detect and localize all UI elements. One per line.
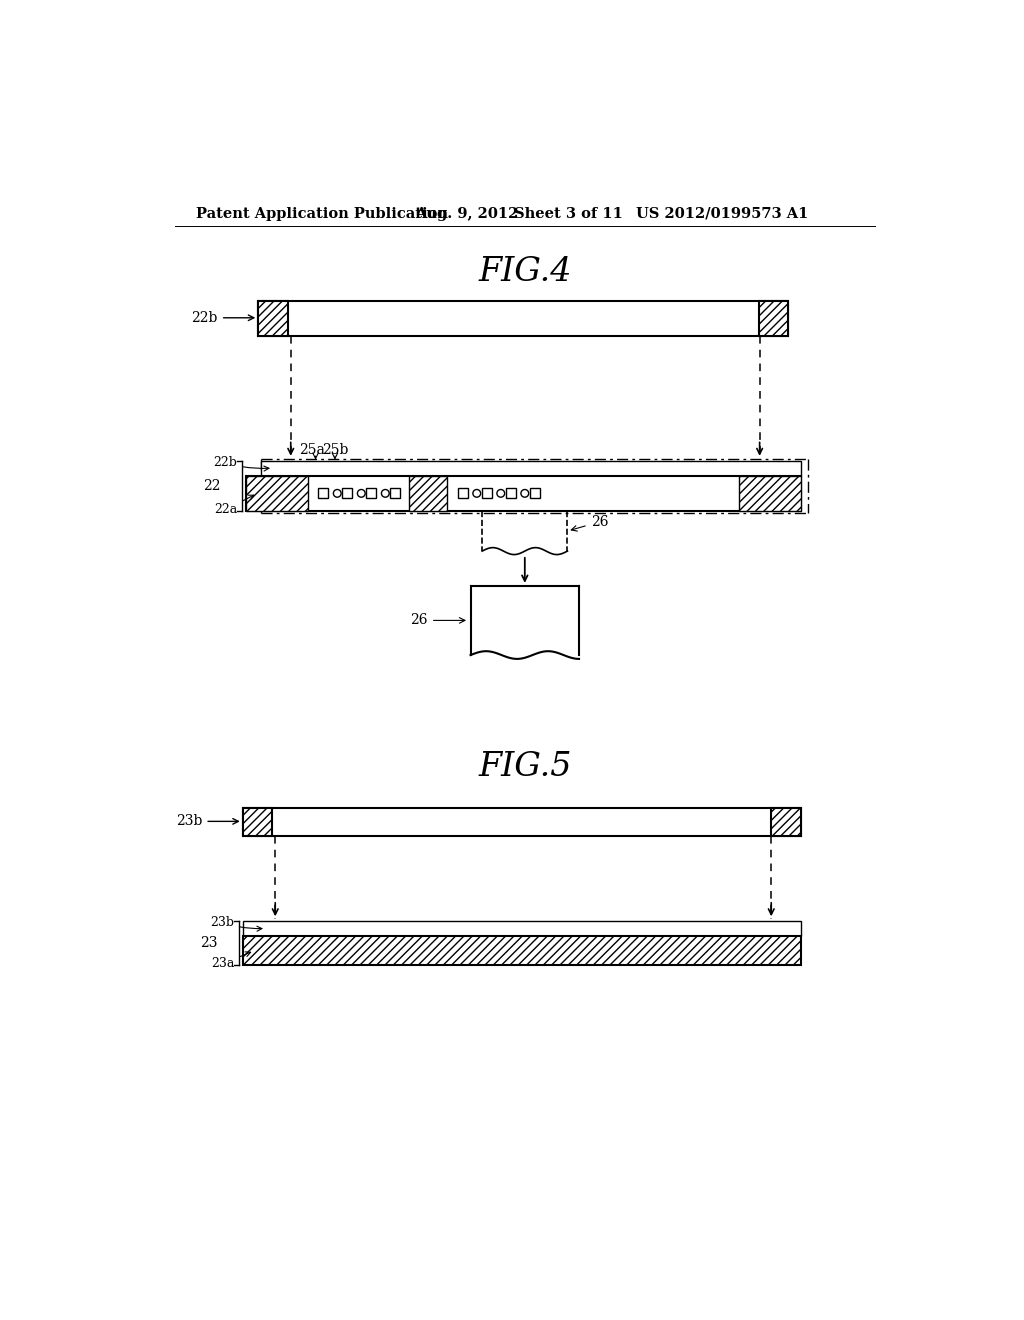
Polygon shape [258,301,288,335]
Bar [261,461,801,475]
Text: 23a: 23a [211,952,251,970]
Text: Sheet 3 of 11: Sheet 3 of 11 [514,207,623,220]
Text: 22a: 22a [214,495,254,516]
Bar [342,488,352,499]
Text: 23: 23 [200,936,217,950]
Bar [458,488,468,499]
Text: 23b: 23b [176,814,239,829]
Text: US 2012/0199573 A1: US 2012/0199573 A1 [636,207,808,220]
Text: FIG.5: FIG.5 [478,751,571,783]
Circle shape [521,490,528,498]
Bar [258,301,788,335]
Text: 25b: 25b [322,444,348,457]
Bar [390,488,400,499]
Polygon shape [246,475,308,511]
Polygon shape [243,936,801,965]
Bar [243,808,801,836]
Polygon shape [759,301,788,335]
Circle shape [334,490,341,498]
Text: 26: 26 [571,515,608,531]
Bar [243,921,801,936]
Circle shape [357,490,366,498]
Text: 26: 26 [411,614,465,627]
Text: FIG.4: FIG.4 [478,256,571,288]
Bar [367,488,377,499]
Bar [246,475,801,511]
Bar [506,488,516,499]
Polygon shape [243,808,272,836]
Bar [529,488,540,499]
Circle shape [473,490,480,498]
Circle shape [381,490,389,498]
Text: 22b: 22b [213,455,269,471]
Bar [318,488,329,499]
Bar [481,488,492,499]
Text: Patent Application Publication: Patent Application Publication [197,207,449,220]
Text: 23b: 23b [210,916,262,931]
Text: 25a: 25a [299,444,325,457]
Polygon shape [409,475,447,511]
Text: 22: 22 [203,479,220,492]
Circle shape [497,490,505,498]
Text: 22b: 22b [191,310,254,325]
Polygon shape [771,808,801,836]
Polygon shape [738,475,801,511]
Text: Aug. 9, 2012: Aug. 9, 2012 [415,207,518,220]
